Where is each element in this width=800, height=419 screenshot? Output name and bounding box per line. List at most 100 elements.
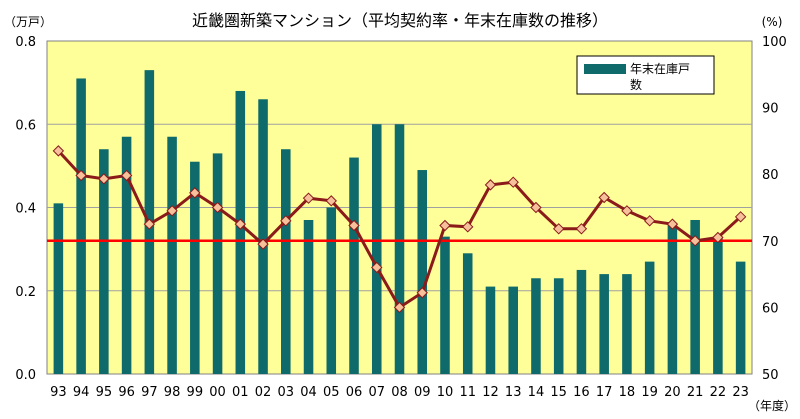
bar-inventory-01	[235, 90, 246, 374]
x-tick-label: 19	[641, 385, 658, 400]
bar-inventory-98	[167, 136, 177, 374]
right-tick-label: 90	[762, 102, 779, 117]
left-tick-label: 0.6	[15, 118, 36, 133]
point-contract-rate-00	[211, 201, 224, 214]
bar-inventory-15	[553, 278, 564, 374]
point-contract-rate-21	[689, 235, 701, 247]
point-contract-rate-15	[552, 223, 565, 235]
x-tick-label: 97	[141, 385, 158, 400]
legend-label: 年末在庫戸	[630, 62, 690, 76]
x-tick-label: 05	[323, 385, 340, 400]
right-tick-label: 80	[762, 168, 779, 183]
bar-inventory-14	[531, 278, 541, 374]
bar-inventory-20	[667, 224, 678, 374]
x-tick-label: 93	[50, 385, 67, 400]
point-contract-rate-02	[257, 238, 269, 250]
bar-inventory-18	[622, 274, 632, 374]
left-axis-unit: （万戸）	[4, 15, 52, 29]
x-tick-label: 04	[300, 385, 317, 400]
x-axis-unit: （年度）	[748, 398, 796, 413]
point-contract-rate-01	[234, 218, 247, 230]
x-tick-label: 96	[118, 385, 135, 400]
x-tick-label: 06	[346, 385, 363, 400]
legend-box	[576, 55, 715, 95]
point-contract-rate-95	[98, 173, 110, 185]
x-tick-label: 94	[73, 385, 90, 400]
bar-inventory-03	[281, 149, 291, 374]
bar-inventory-04	[303, 219, 314, 374]
line-series	[52, 145, 747, 314]
bar-inventory-17	[599, 274, 609, 374]
bar-inventory-16	[576, 269, 587, 374]
legend-swatch	[584, 64, 626, 74]
point-contract-rate-14	[530, 201, 542, 214]
bar-inventory-12	[485, 286, 496, 374]
x-tick-label: 17	[596, 385, 613, 400]
bar-inventory-94	[76, 78, 86, 375]
bar-inventory-07	[371, 124, 382, 374]
point-contract-rate-04	[302, 192, 315, 204]
x-tick-label: 07	[368, 385, 385, 400]
point-contract-rate-96	[120, 169, 133, 182]
bar-inventory-10	[440, 236, 450, 374]
bar-inventory-02	[258, 99, 268, 375]
point-contract-rate-98	[166, 205, 178, 217]
point-contract-rate-20	[666, 218, 679, 230]
right-tick-label: 50	[762, 368, 779, 383]
x-tick-label: 15	[550, 385, 567, 400]
point-contract-rate-13	[507, 176, 519, 188]
bar-inventory-23	[735, 261, 746, 374]
bar-inventory-13	[508, 286, 518, 374]
x-tick-label: 09	[414, 385, 431, 400]
bar-inventory-06	[349, 157, 359, 374]
x-tick-label: 10	[437, 385, 454, 400]
x-tick-label: 11	[459, 385, 476, 400]
x-tick-label: 21	[687, 385, 704, 400]
x-tick-label: 01	[232, 385, 249, 400]
point-contract-rate-11	[462, 221, 474, 233]
point-contract-rate-19	[643, 215, 656, 227]
x-tick-label: 00	[209, 385, 226, 400]
bar-inventory-00	[212, 153, 223, 374]
point-contract-rate-93	[52, 145, 65, 157]
legend: 年末在庫戸 数	[576, 55, 715, 95]
right-tick-label: 100	[762, 35, 787, 50]
x-tick-label: 23	[732, 385, 749, 400]
bar-inventory-11	[462, 253, 473, 374]
legend-label-continued: 数	[630, 77, 642, 92]
left-tick-label: 0.0	[15, 368, 36, 383]
point-contract-rate-09	[416, 287, 428, 299]
right-axis-ticks: 50 60 70 80 90 100	[762, 35, 787, 383]
x-tick-label: 14	[528, 385, 545, 400]
left-tick-label: 0.2	[15, 285, 36, 300]
point-contract-rate-12	[484, 179, 497, 191]
point-contract-rate-99	[189, 187, 201, 199]
point-contract-rate-10	[439, 219, 451, 232]
point-contract-rate-18	[621, 205, 633, 217]
point-contract-rate-16	[575, 223, 588, 235]
x-tick-label: 08	[391, 385, 408, 400]
x-tick-label: 18	[619, 385, 636, 400]
left-tick-label: 0.8	[15, 35, 36, 50]
point-contract-rate-23	[734, 211, 747, 223]
x-tick-label: 22	[710, 385, 727, 400]
left-tick-label: 0.4	[15, 202, 36, 217]
x-tick-label: 98	[164, 385, 181, 400]
point-contract-rate-08	[393, 301, 406, 314]
point-contract-rate-17	[598, 191, 610, 204]
left-axis-ticks: 0.0 0.2 0.4 0.6 0.8	[15, 35, 36, 383]
bar-inventory-95	[99, 149, 109, 374]
x-tick-label: 99	[187, 385, 204, 400]
point-contract-rate-07	[371, 261, 383, 274]
point-contract-rate-94	[75, 169, 87, 182]
x-tick-label: 20	[664, 385, 681, 400]
point-contract-rate-22	[712, 231, 724, 244]
bar-inventory-99	[190, 161, 200, 374]
bar-series	[53, 70, 746, 375]
bar-inventory-22	[713, 236, 723, 374]
point-contract-rate-06	[348, 219, 360, 232]
chart-title: 近畿圏新築マンション（平均契約率・年末在庫数の推移）	[192, 11, 608, 30]
x-tick-label: 12	[482, 385, 499, 400]
bar-inventory-96	[121, 136, 132, 374]
